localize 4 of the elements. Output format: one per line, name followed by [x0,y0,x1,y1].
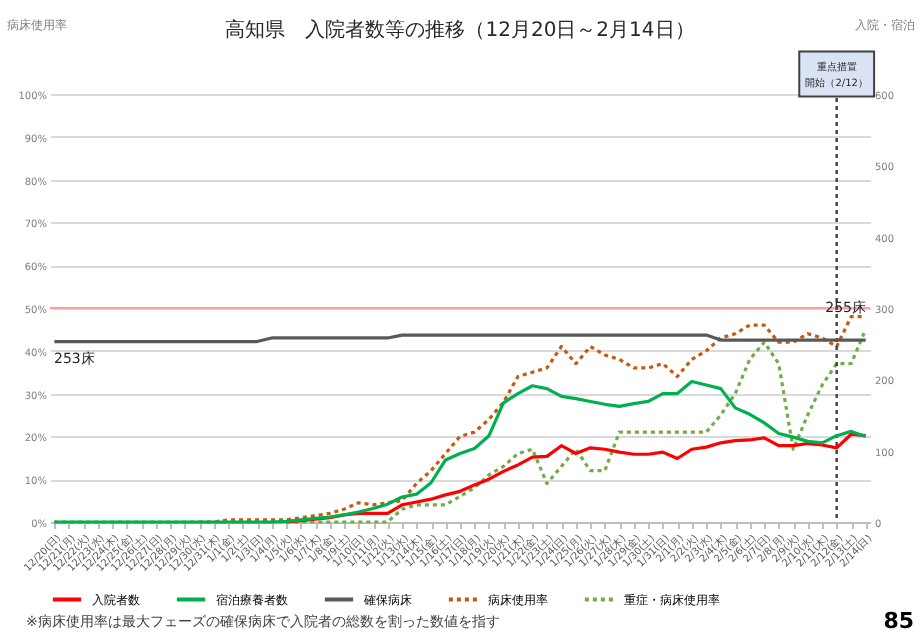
line-series [52,379,868,524]
line-series [284,432,868,524]
chart-title: 高知県 入院者数等の推移（12月20日～2月14日） [225,18,695,42]
text: 85 [883,608,914,634]
